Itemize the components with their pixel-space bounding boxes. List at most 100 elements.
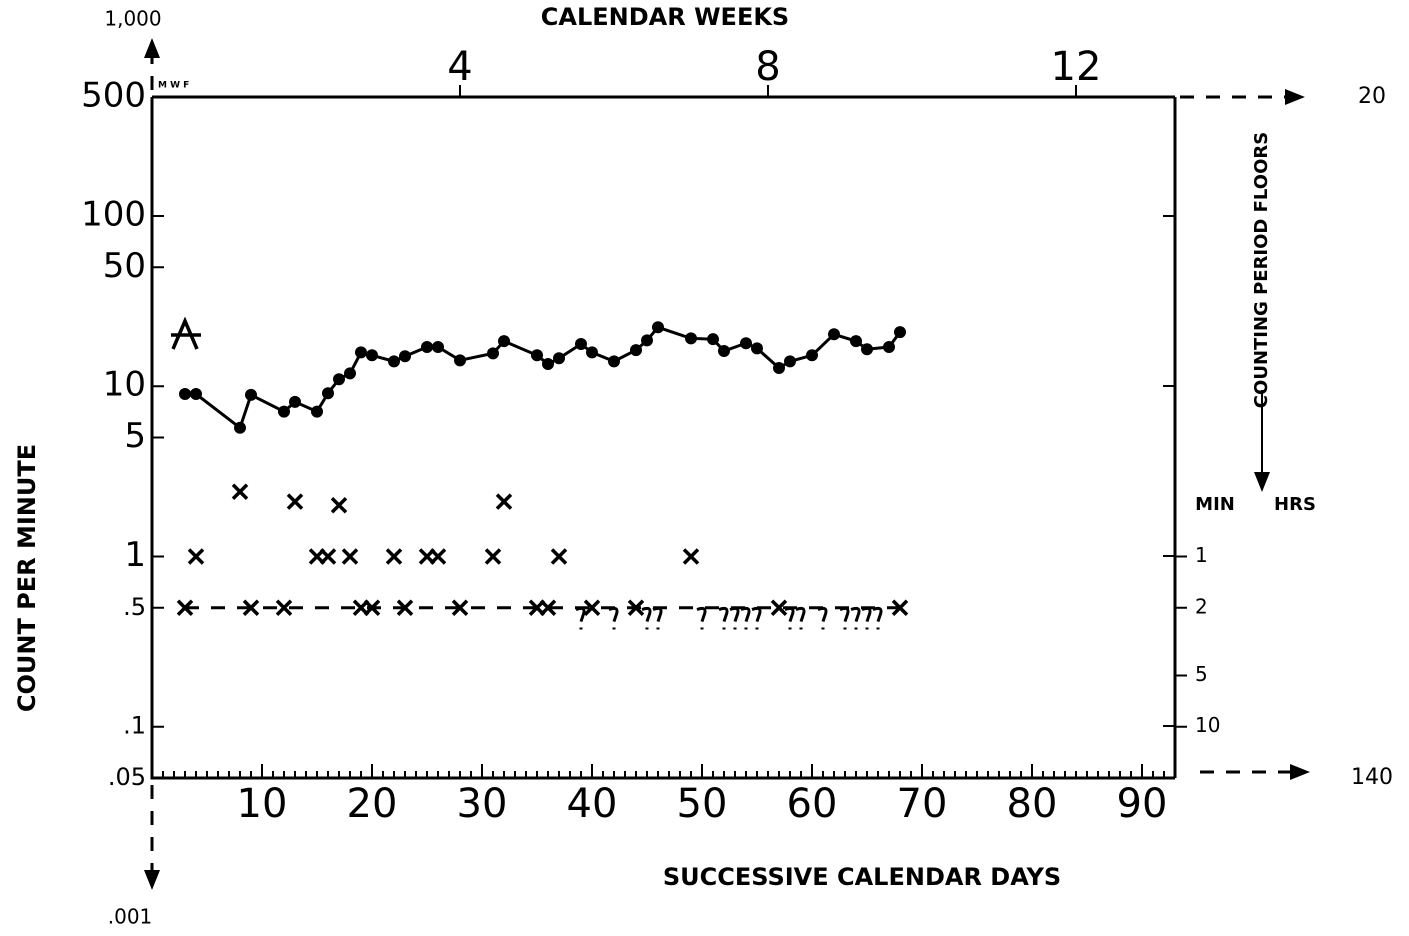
point — [861, 343, 873, 356]
x2-tick-label: 4 — [447, 44, 472, 90]
point — [891, 599, 909, 616]
point — [850, 335, 862, 348]
annotation: M W F — [158, 81, 189, 91]
point — [319, 548, 337, 565]
point — [484, 548, 502, 565]
y2-unit: MIN — [1195, 494, 1235, 515]
point — [187, 548, 205, 565]
point — [451, 599, 469, 616]
point — [289, 395, 301, 408]
point — [784, 606, 795, 630]
chart-title: CALENDAR WEEKS — [541, 3, 789, 31]
x-tick-label: 30 — [457, 781, 508, 827]
point — [729, 606, 740, 630]
point — [275, 599, 293, 616]
annotation: 1,000 — [104, 7, 161, 31]
point — [608, 606, 619, 630]
point — [575, 338, 587, 351]
point — [341, 548, 359, 565]
y2-tick-label: 1 — [1195, 543, 1208, 567]
point — [696, 606, 707, 630]
point — [828, 328, 840, 341]
point — [286, 493, 304, 510]
point — [630, 344, 642, 357]
point — [234, 421, 246, 434]
point — [311, 405, 323, 418]
point — [586, 346, 598, 359]
point — [682, 548, 700, 565]
y2-unit: HRS — [1274, 494, 1316, 515]
point — [355, 346, 367, 359]
x-tick-label: 40 — [567, 781, 618, 827]
point — [872, 606, 883, 630]
y2-tick-label: 10 — [1195, 713, 1220, 737]
point — [421, 341, 433, 354]
point — [322, 387, 334, 400]
point — [366, 349, 378, 362]
point — [330, 497, 348, 514]
y-tick-label: .1 — [123, 712, 146, 740]
x-tick-label: 10 — [237, 781, 288, 827]
point — [751, 342, 763, 355]
point — [495, 493, 513, 510]
y2-tick-label: 2 — [1195, 594, 1208, 618]
point — [718, 345, 730, 358]
point — [531, 349, 543, 362]
point — [539, 599, 557, 616]
annotation: .001 — [108, 905, 153, 929]
point — [179, 388, 191, 401]
point — [652, 606, 663, 630]
point — [839, 606, 850, 630]
point — [344, 367, 356, 380]
point — [861, 606, 872, 630]
point — [278, 405, 290, 418]
y-tick-label: 5 — [124, 416, 146, 456]
y2-tick-label: 5 — [1195, 662, 1208, 686]
point — [627, 599, 645, 616]
point — [396, 599, 414, 616]
x-tick-label: 90 — [1117, 781, 1168, 827]
x-tick-label: 20 — [347, 781, 398, 827]
x2-tick-label: 8 — [755, 44, 780, 90]
point — [242, 599, 260, 616]
point — [245, 388, 257, 401]
point — [550, 548, 568, 565]
point — [190, 388, 202, 401]
y-tick-label: 50 — [103, 246, 146, 286]
annotation: 20 — [1358, 84, 1386, 109]
point — [652, 321, 664, 334]
x-tick-label: 70 — [897, 781, 948, 827]
point — [333, 373, 345, 386]
point — [608, 355, 620, 368]
point — [894, 326, 906, 339]
y-tick-label: .05 — [108, 763, 146, 791]
x2-tick-label: 12 — [1051, 44, 1102, 90]
x-tick-label: 50 — [677, 781, 728, 827]
point — [231, 483, 249, 501]
y-tick-label: 10 — [103, 365, 146, 405]
point — [363, 599, 381, 616]
point — [583, 599, 601, 616]
point — [454, 354, 466, 367]
point — [575, 606, 586, 630]
point — [784, 355, 796, 368]
point — [641, 606, 652, 630]
series-line — [185, 325, 902, 431]
x-tick-label: 80 — [1007, 781, 1058, 827]
point — [171, 316, 201, 350]
annotation: 140 — [1351, 765, 1393, 790]
point — [429, 548, 447, 565]
point — [553, 352, 565, 365]
x-axis-label: SUCCESSIVE CALENDAR DAYS — [663, 863, 1061, 891]
point — [498, 335, 510, 348]
point — [850, 606, 861, 630]
point — [641, 334, 653, 347]
point — [817, 606, 828, 630]
point — [388, 355, 400, 368]
point — [487, 347, 499, 360]
point — [795, 606, 806, 630]
point — [740, 606, 751, 630]
point — [542, 358, 554, 371]
point — [883, 341, 895, 354]
